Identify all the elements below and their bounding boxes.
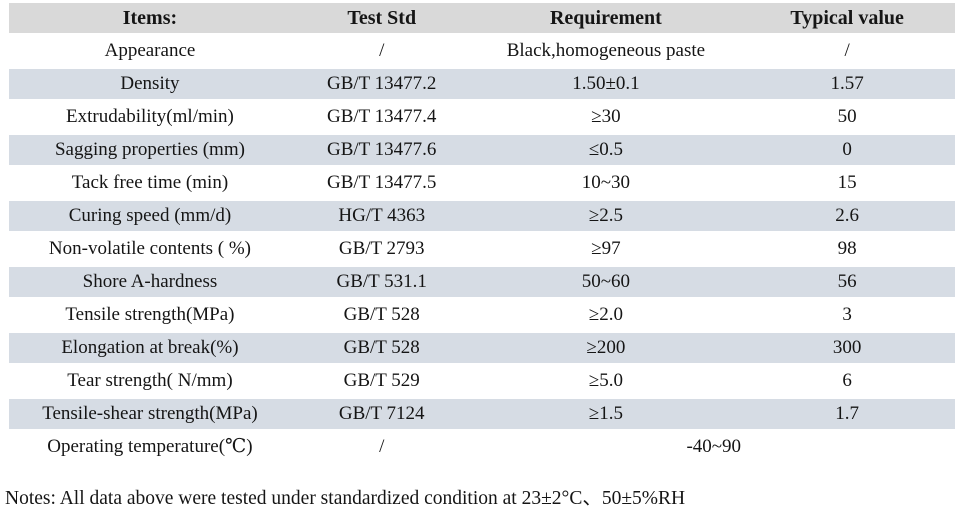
cell-test-std: /	[379, 40, 385, 61]
cell-test-std: HG/T 4363	[290, 201, 473, 231]
cell-requirement: ≥1.5	[472, 399, 740, 429]
notes-text: Notes: All data above were tested under …	[5, 488, 686, 509]
cell-requirement: Black,homogeneous paste	[506, 40, 706, 61]
cell-test-std: GB/T 13477.6	[290, 135, 473, 165]
cell-test-std: GB/T 2793	[338, 238, 425, 259]
cell-requirement: 1.50±0.1	[472, 69, 740, 99]
table-row: Tensile-shear strength(MPa) GB/T 7124 ≥1.5…	[9, 399, 955, 429]
table-body: Appearance / Black,homogeneous paste / Densi…	[9, 36, 955, 462]
cell-test-std: /	[379, 436, 385, 457]
table-row: Density GB/T 13477.2 1.50±0.1 1.57	[9, 69, 955, 99]
table-row: Operating temperature(℃) / -40~90	[9, 432, 955, 462]
cell-typical-value: 50	[837, 106, 857, 127]
cell-typical-value: 15	[837, 172, 857, 193]
header-cell-items: Items:	[9, 3, 291, 33]
cell-requirement-merged: -40~90	[686, 436, 742, 457]
cell-requirement: ≥5.0	[588, 370, 623, 391]
cell-typical-value: 0	[739, 135, 955, 165]
cell-requirement: ≥2.0	[588, 304, 623, 325]
cell-test-std: GB/T 13477.5	[327, 172, 437, 193]
cell-test-std: GB/T 13477.4	[327, 106, 437, 127]
cell-test-std: GB/T 529	[343, 370, 420, 391]
cell-item: Tensile strength(MPa)	[65, 304, 235, 325]
cell-test-std: GB/T 528	[343, 304, 420, 325]
cell-item: Tear strength( N/mm)	[67, 370, 233, 391]
cell-item: Operating temperature(℃)	[47, 436, 253, 457]
table-row: Non-volatile contents ( %) GB/T 2793 ≥97 98	[9, 234, 955, 264]
cell-typical-value: /	[844, 40, 850, 61]
cell-item: Elongation at break(%)	[9, 333, 291, 363]
table-row: Appearance / Black,homogeneous paste /	[9, 36, 955, 66]
cell-requirement: ≥2.5	[472, 201, 740, 231]
table-row: Extrudability(ml/min) GB/T 13477.4 ≥30 50	[9, 102, 955, 132]
cell-item: Shore A-hardness	[9, 267, 291, 297]
cell-requirement: ≥97	[591, 238, 621, 259]
header-cell-test-std: Test Std	[290, 3, 473, 33]
cell-typical-value: 1.7	[739, 399, 955, 429]
table-row: Shore A-hardness GB/T 531.1 50~60 56	[9, 267, 955, 297]
header-cell-requirement: Requirement	[472, 3, 740, 33]
cell-item: Density	[9, 69, 291, 99]
table-header-row: Items: Test Std Requirement Typical valu…	[9, 3, 955, 33]
cell-item: Extrudability(ml/min)	[66, 106, 234, 127]
product-spec-table: Items: Test Std Requirement Typical valu…	[9, 0, 955, 465]
cell-typical-value: 2.6	[739, 201, 955, 231]
cell-test-std: GB/T 528	[290, 333, 473, 363]
cell-typical-value: 56	[739, 267, 955, 297]
cell-test-std: GB/T 7124	[290, 399, 473, 429]
header-cell-typical-value: Typical value	[739, 3, 955, 33]
cell-requirement: ≥30	[591, 106, 621, 127]
cell-typical-value: 3	[842, 304, 852, 325]
cell-item: Tack free time (min)	[71, 172, 229, 193]
cell-requirement: ≥200	[472, 333, 740, 363]
cell-item: Appearance	[104, 40, 196, 61]
table-row: Tack free time (min) GB/T 13477.5 10~30 15	[9, 168, 955, 198]
table-row: Tensile strength(MPa) GB/T 528 ≥2.0 3	[9, 300, 955, 330]
cell-typical-value: 300	[739, 333, 955, 363]
table-row: Curing speed (mm/d) HG/T 4363 ≥2.5 2.6	[9, 201, 955, 231]
cell-typical-value: 98	[837, 238, 857, 259]
cell-test-std: GB/T 13477.2	[290, 69, 473, 99]
cell-item: Non-volatile contents ( %)	[48, 238, 251, 259]
table-row: Elongation at break(%) GB/T 528 ≥200 300	[9, 333, 955, 363]
cell-requirement: ≤0.5	[472, 135, 740, 165]
cell-item: Curing speed (mm/d)	[9, 201, 291, 231]
table-row: Sagging properties (mm) GB/T 13477.6 ≤0.5 0	[9, 135, 955, 165]
cell-typical-value: 1.57	[739, 69, 955, 99]
cell-test-std: GB/T 531.1	[290, 267, 473, 297]
table-row: Tear strength( N/mm) GB/T 529 ≥5.0 6	[9, 366, 955, 396]
cell-item: Sagging properties (mm)	[9, 135, 291, 165]
cell-requirement: 50~60	[472, 267, 740, 297]
cell-item: Tensile-shear strength(MPa)	[9, 399, 291, 429]
cell-requirement: 10~30	[581, 172, 631, 193]
cell-typical-value: 6	[842, 370, 852, 391]
